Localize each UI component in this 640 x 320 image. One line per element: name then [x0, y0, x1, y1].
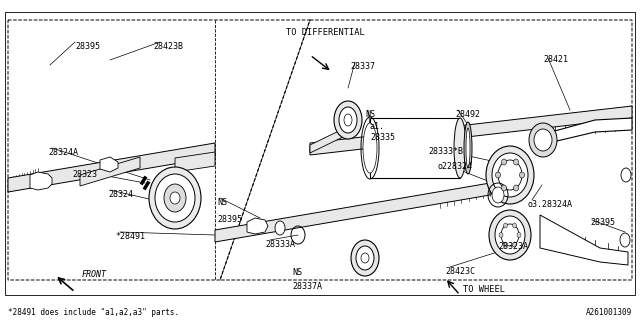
Ellipse shape: [520, 172, 525, 178]
Text: 28333A: 28333A: [265, 240, 295, 249]
Ellipse shape: [492, 153, 528, 197]
Text: 28423C: 28423C: [445, 267, 475, 276]
Text: 28324: 28324: [108, 190, 133, 199]
Ellipse shape: [502, 185, 506, 191]
Polygon shape: [215, 183, 490, 242]
Polygon shape: [80, 157, 140, 186]
Text: 28421: 28421: [543, 55, 568, 64]
Text: 28323: 28323: [72, 170, 97, 179]
Text: 28335: 28335: [370, 133, 395, 142]
Polygon shape: [310, 106, 632, 155]
Ellipse shape: [351, 240, 379, 276]
Ellipse shape: [495, 216, 525, 254]
Ellipse shape: [502, 159, 506, 165]
Text: 28337A: 28337A: [292, 282, 322, 291]
Ellipse shape: [275, 221, 285, 235]
Ellipse shape: [513, 242, 516, 247]
Ellipse shape: [164, 184, 186, 212]
Ellipse shape: [170, 192, 180, 204]
Text: *28491: *28491: [115, 232, 145, 241]
Text: NS: NS: [292, 268, 302, 277]
Text: a1.: a1.: [370, 122, 385, 131]
Ellipse shape: [486, 146, 534, 204]
Text: 28337: 28337: [350, 62, 375, 71]
Text: TO DIFFERENTIAL: TO DIFFERENTIAL: [286, 28, 365, 37]
Polygon shape: [540, 118, 632, 145]
Ellipse shape: [513, 159, 518, 165]
Text: TO WHEEL: TO WHEEL: [463, 285, 505, 294]
Polygon shape: [310, 128, 345, 153]
Ellipse shape: [499, 233, 503, 237]
Ellipse shape: [504, 242, 508, 247]
Ellipse shape: [155, 174, 195, 222]
Polygon shape: [370, 118, 460, 178]
Ellipse shape: [513, 185, 518, 191]
Ellipse shape: [339, 107, 357, 133]
Polygon shape: [540, 215, 628, 265]
Polygon shape: [100, 157, 118, 172]
Text: 28395: 28395: [590, 218, 615, 227]
Ellipse shape: [517, 233, 521, 237]
Text: *28491 does include "a1,a2,a3" parts.: *28491 does include "a1,a2,a3" parts.: [8, 308, 179, 317]
Ellipse shape: [492, 187, 504, 203]
Ellipse shape: [344, 114, 352, 126]
Ellipse shape: [513, 223, 516, 228]
Polygon shape: [247, 218, 268, 234]
Ellipse shape: [356, 246, 374, 270]
Ellipse shape: [464, 122, 472, 174]
Ellipse shape: [534, 129, 552, 151]
Ellipse shape: [149, 167, 201, 229]
Text: o3.28324A: o3.28324A: [527, 200, 572, 209]
Text: A261001309: A261001309: [586, 308, 632, 317]
Text: NS: NS: [217, 198, 227, 207]
Ellipse shape: [504, 223, 508, 228]
Text: NS: NS: [365, 110, 375, 119]
Polygon shape: [8, 143, 215, 192]
Ellipse shape: [495, 172, 500, 178]
Polygon shape: [30, 172, 52, 190]
Text: 28324A: 28324A: [48, 148, 78, 157]
Text: 28333*B: 28333*B: [428, 147, 463, 156]
Text: 28492: 28492: [455, 110, 480, 119]
Ellipse shape: [454, 118, 466, 178]
Ellipse shape: [529, 123, 557, 157]
Ellipse shape: [334, 101, 362, 139]
Text: FRONT: FRONT: [82, 270, 107, 279]
Ellipse shape: [620, 233, 630, 247]
Text: 28423B: 28423B: [153, 42, 183, 51]
Text: o228324: o228324: [438, 162, 473, 171]
Ellipse shape: [466, 128, 470, 168]
Ellipse shape: [363, 123, 377, 173]
Ellipse shape: [621, 168, 631, 182]
Ellipse shape: [361, 253, 369, 263]
Polygon shape: [175, 152, 215, 172]
Ellipse shape: [489, 210, 531, 260]
Text: 28395: 28395: [217, 215, 242, 224]
Text: 28395: 28395: [75, 42, 100, 51]
Text: 28323A: 28323A: [498, 242, 528, 251]
